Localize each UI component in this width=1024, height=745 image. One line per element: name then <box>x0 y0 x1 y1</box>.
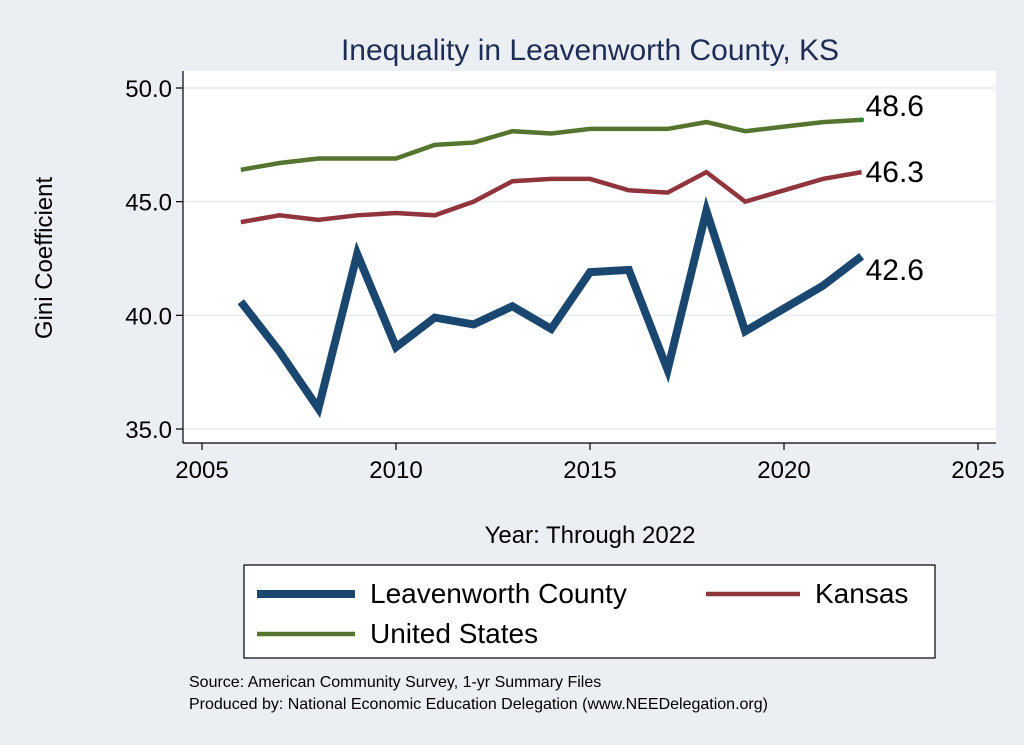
y-tick-label: 50.0 <box>125 76 172 103</box>
y-tick-label: 40.0 <box>125 303 172 330</box>
legend-label: United States <box>370 618 538 649</box>
legend-label: Kansas <box>815 578 908 609</box>
source-note: Source: American Community Survey, 1-yr … <box>189 674 601 691</box>
series-lines <box>237 117 865 419</box>
y-tick-label: 45.0 <box>125 190 172 217</box>
series-end-marker <box>859 117 865 123</box>
series-line-leavenworth-county <box>237 196 865 419</box>
x-tick-label: 2025 <box>951 457 1004 484</box>
x-tick-label: 2005 <box>175 457 228 484</box>
x-tick-label: 2015 <box>563 457 616 484</box>
series-line-kansas <box>240 169 862 225</box>
x-tick-label: 2010 <box>369 457 422 484</box>
series-line-united-states <box>240 117 862 173</box>
chart-title: Inequality in Leavenworth County, KS <box>341 34 839 67</box>
axes: 35.0 40.0 45.0 50.0 2005 2010 2015 2020 2025 <box>125 71 1005 484</box>
gridlines <box>184 87 996 430</box>
y-axis-label: Gini Coefficient <box>31 177 58 340</box>
x-tick-label: 2020 <box>757 457 810 484</box>
y-tick-label: 35.0 <box>125 417 172 444</box>
end-label-leavenworth-county: 42.6 <box>866 254 924 287</box>
legend-box <box>243 564 936 659</box>
end-label-united-states: 48.6 <box>866 90 924 123</box>
legend: Leavenworth County Kansas United States <box>257 578 908 649</box>
end-labels: 42.6 46.3 48.6 <box>866 90 924 287</box>
end-label-kansas: 46.3 <box>866 156 924 189</box>
x-axis-label: Year: Through 2022 <box>485 522 696 549</box>
legend-label: Leavenworth County <box>370 578 627 609</box>
produced-note: Produced by: National Economic Education… <box>189 696 768 713</box>
